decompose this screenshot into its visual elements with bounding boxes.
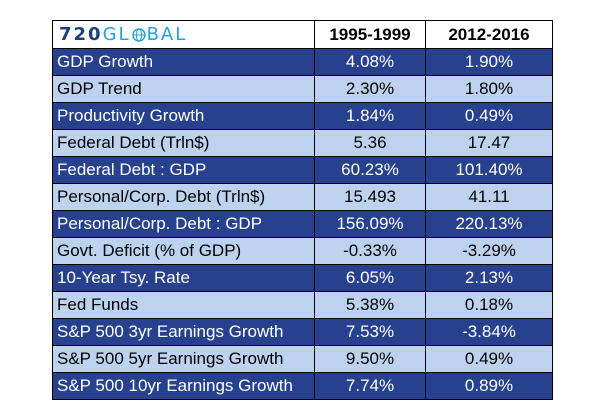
row-label: Federal Debt (Trln$)	[52, 129, 315, 157]
table-header-row: 720 GL BAL 1995-1999 2012-2016	[52, 20, 553, 49]
table-row: 10-Year Tsy. Rate 6.05% 2.13%	[52, 264, 553, 292]
value-1995-1999: 6.05%	[314, 264, 426, 292]
table-row: GDP Trend 2.30% 1.80%	[52, 75, 553, 103]
value-1995-1999: 5.36	[314, 129, 426, 157]
value-2012-2016: 0.49%	[425, 345, 553, 373]
value-1995-1999: -0.33%	[314, 237, 426, 265]
table-row: Personal/Corp. Debt : GDP 156.09% 220.13%	[52, 210, 553, 238]
column-header-1995-1999: 1995-1999	[314, 20, 426, 49]
value-2012-2016: 2.13%	[425, 264, 553, 292]
value-2012-2016: 41.11	[425, 183, 553, 211]
logo-number: 720	[59, 23, 103, 45]
row-label: S&P 500 3yr Earnings Growth	[52, 318, 315, 346]
row-label: S&P 500 10yr Earnings Growth	[52, 372, 315, 400]
table-row: Personal/Corp. Debt (Trln$) 15.493 41.11	[52, 183, 553, 211]
table-row: S&P 500 5yr Earnings Growth 9.50% 0.49%	[52, 345, 553, 373]
row-label: Govt. Deficit (% of GDP)	[52, 237, 315, 265]
value-2012-2016: 17.47	[425, 129, 553, 157]
table-body: GDP Growth 4.08% 1.90% GDP Trend 2.30% 1.80% P…	[52, 48, 553, 400]
logo-cell: 720 GL BAL	[52, 20, 315, 49]
table-row: S&P 500 10yr Earnings Growth 7.74% 0.89%	[52, 372, 553, 400]
value-2012-2016: -3.84%	[425, 318, 553, 346]
value-1995-1999: 4.08%	[314, 48, 426, 76]
column-header-2012-2016: 2012-2016	[425, 20, 553, 49]
value-2012-2016: 1.90%	[425, 48, 553, 76]
table-row: Federal Debt : GDP 60.23% 101.40%	[52, 156, 553, 184]
value-1995-1999: 2.30%	[314, 75, 426, 103]
value-2012-2016: 0.18%	[425, 291, 553, 319]
row-label: Personal/Corp. Debt : GDP	[52, 210, 315, 238]
table-row: Govt. Deficit (% of GDP) -0.33% -3.29%	[52, 237, 553, 265]
row-label: Personal/Corp. Debt (Trln$)	[52, 183, 315, 211]
720global-logo: 720 GL BAL	[59, 23, 188, 45]
value-2012-2016: -3.29%	[425, 237, 553, 265]
logo-word-start: GL	[102, 23, 131, 45]
row-label: Federal Debt : GDP	[52, 156, 315, 184]
value-1995-1999: 156.09%	[314, 210, 426, 238]
table-row: Fed Funds 5.38% 0.18%	[52, 291, 553, 319]
row-label: GDP Growth	[52, 48, 315, 76]
table-row: Productivity Growth 1.84% 0.49%	[52, 102, 553, 130]
row-label: S&P 500 5yr Earnings Growth	[52, 345, 315, 373]
value-1995-1999: 9.50%	[314, 345, 426, 373]
economic-comparison-table: 720 GL BAL 1995-1999 2012-2016 GDP Growth 4…	[52, 20, 553, 400]
comparison-table-container: 720 GL BAL 1995-1999 2012-2016 GDP Growth 4…	[52, 20, 553, 400]
value-2012-2016: 0.49%	[425, 102, 553, 130]
value-2012-2016: 1.80%	[425, 75, 553, 103]
value-2012-2016: 101.40%	[425, 156, 553, 184]
value-1995-1999: 7.53%	[314, 318, 426, 346]
row-label: Productivity Growth	[52, 102, 315, 130]
globe-icon	[131, 27, 146, 42]
value-1995-1999: 15.493	[314, 183, 426, 211]
table-row: Federal Debt (Trln$) 5.36 17.47	[52, 129, 553, 157]
value-2012-2016: 0.89%	[425, 372, 553, 400]
row-label: GDP Trend	[52, 75, 315, 103]
logo-word-end: BAL	[146, 23, 188, 45]
value-1995-1999: 7.74%	[314, 372, 426, 400]
row-label: 10-Year Tsy. Rate	[52, 264, 315, 292]
value-1995-1999: 5.38%	[314, 291, 426, 319]
value-1995-1999: 60.23%	[314, 156, 426, 184]
table-row: S&P 500 3yr Earnings Growth 7.53% -3.84%	[52, 318, 553, 346]
value-2012-2016: 220.13%	[425, 210, 553, 238]
value-1995-1999: 1.84%	[314, 102, 426, 130]
row-label: Fed Funds	[52, 291, 315, 319]
table-row: GDP Growth 4.08% 1.90%	[52, 48, 553, 76]
